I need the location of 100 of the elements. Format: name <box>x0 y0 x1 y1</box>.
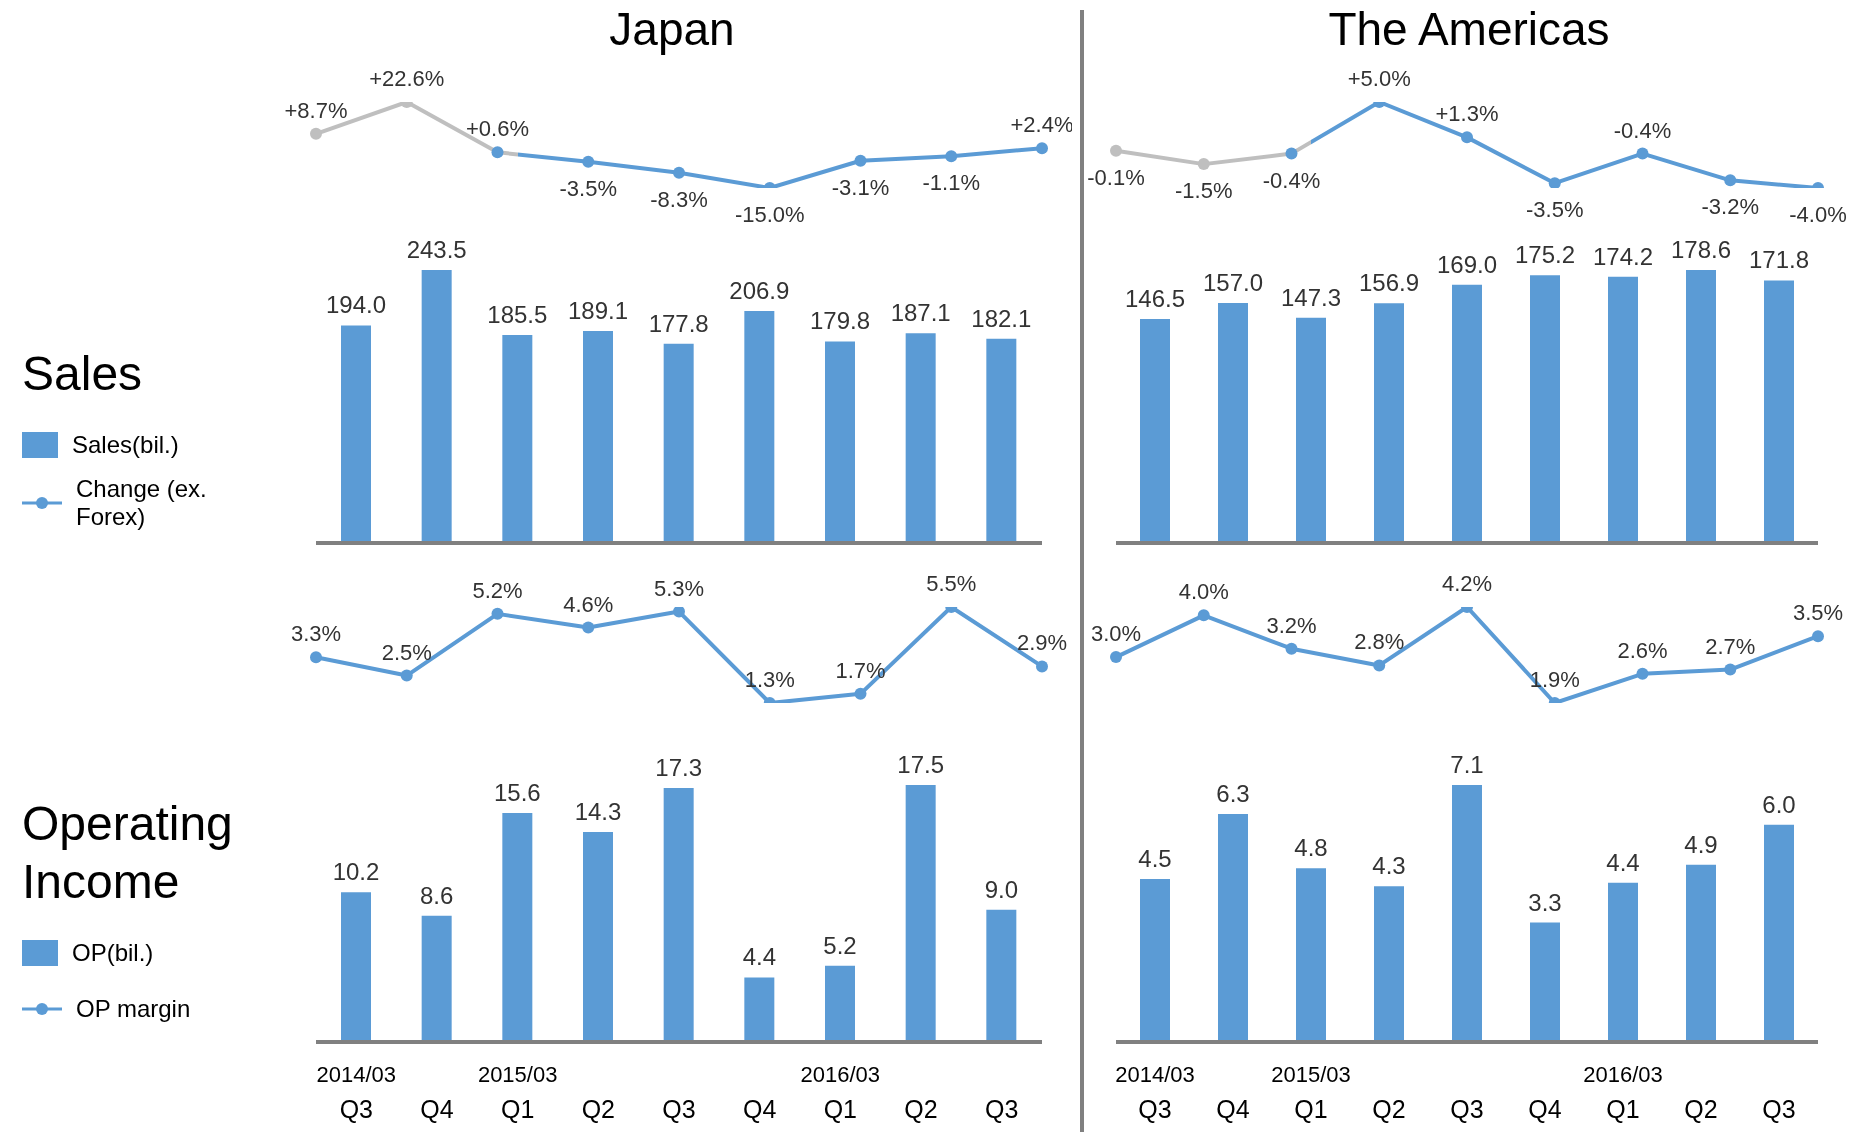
x-tick-label: Q3 <box>1450 1095 1484 1123</box>
data-label: -15.0% <box>734 202 805 227</box>
legend-label: OP margin <box>76 995 192 1023</box>
bar <box>1374 886 1404 1042</box>
data-label: -8.3% <box>650 186 708 212</box>
data-label: 3.3% <box>290 621 342 647</box>
point <box>1197 158 1210 171</box>
bar <box>1686 864 1716 1042</box>
chart-title: Japan <box>608 2 736 56</box>
data-label: 187.1 <box>890 299 951 327</box>
bar <box>986 909 1017 1042</box>
bar <box>1530 922 1560 1042</box>
bar <box>341 325 371 543</box>
bar <box>1764 280 1794 543</box>
point <box>673 607 685 618</box>
data-label: 6.3 <box>1216 779 1250 807</box>
point <box>1724 663 1737 676</box>
bar <box>1218 303 1248 543</box>
bar <box>986 338 1017 543</box>
point <box>582 621 595 634</box>
data-label: 174.2 <box>1592 242 1654 270</box>
data-label: 171.8 <box>1748 246 1810 274</box>
point <box>491 146 504 159</box>
data-label: 15.6 <box>493 778 541 806</box>
point <box>854 154 867 167</box>
point <box>1724 174 1737 187</box>
data-label: 146.5 <box>1124 285 1186 313</box>
data-label: 175.2 <box>1514 241 1576 269</box>
data-label: 4.4 <box>742 943 777 971</box>
x-tick-label: Q2 <box>1372 1095 1406 1123</box>
data-label: -4.0% <box>1789 202 1847 227</box>
data-label: 147.3 <box>1280 283 1342 311</box>
data-label: 189.1 <box>567 296 629 324</box>
data-label: 8.6 <box>419 881 454 909</box>
data-label: 6.0 <box>1762 790 1796 818</box>
x-tick-label: 2014/03 Q3 <box>1115 1062 1195 1123</box>
x-tick-label: Q3 <box>984 1095 1019 1123</box>
x-tick-label: 2016/03 Q1 <box>1583 1062 1663 1123</box>
data-label: 4.5 <box>1138 845 1172 873</box>
bar <box>502 335 533 543</box>
legend-label: Change (ex. Forex) <box>76 475 208 531</box>
x-tick-label: Q2 <box>1684 1095 1718 1123</box>
bar <box>1296 317 1326 543</box>
data-label: 4.9 <box>1684 830 1718 858</box>
data-label: 179.8 <box>809 307 871 335</box>
data-label: -1.5% <box>1175 178 1233 204</box>
bar <box>1140 879 1170 1042</box>
data-label: 5.2% <box>472 577 523 603</box>
bar <box>1608 882 1638 1042</box>
data-label: 3.0% <box>1090 621 1142 647</box>
x-tick-label: 2014/03 Q3 <box>316 1062 397 1123</box>
x-tick-label: Q2 <box>581 1095 616 1123</box>
data-label: 2.8% <box>1354 629 1405 655</box>
bar <box>421 915 452 1042</box>
data-label: 4.2% <box>1441 571 1493 596</box>
data-label: 4.6% <box>563 591 614 617</box>
bar <box>1452 785 1482 1042</box>
data-label: 169.0 <box>1436 250 1498 278</box>
y-axis-title: Operating Income <box>22 796 234 910</box>
point <box>1548 177 1561 188</box>
data-label: 206.9 <box>729 277 790 305</box>
bar <box>905 333 936 543</box>
data-label: -0.4% <box>1613 117 1672 143</box>
point <box>1285 147 1298 160</box>
data-label: 9.0 <box>984 875 1019 903</box>
data-label: 5.2 <box>823 931 857 959</box>
data-label: -0.1% <box>1087 164 1145 190</box>
data-label: 178.6 <box>1670 236 1732 263</box>
point <box>1110 144 1122 157</box>
point <box>1285 642 1298 655</box>
point <box>1812 630 1824 643</box>
point <box>400 669 413 682</box>
x-tick-label: Q2 <box>904 1095 938 1123</box>
data-label: 5.5% <box>926 571 977 596</box>
point <box>673 166 685 179</box>
bar <box>744 311 775 543</box>
data-label: -3.1% <box>831 174 890 200</box>
bar <box>1296 868 1326 1042</box>
point <box>1110 651 1122 664</box>
data-label: -1.1% <box>922 170 980 196</box>
data-label: +0.6% <box>466 116 529 142</box>
bar <box>1452 284 1482 543</box>
bar <box>663 787 694 1042</box>
point <box>310 127 322 140</box>
data-label: +22.6% <box>369 66 445 91</box>
data-label: 157.0 <box>1202 269 1264 297</box>
data-label: 5.3% <box>653 575 705 601</box>
data-label: 243.5 <box>406 236 467 263</box>
y-axis-title: Sales <box>22 346 144 402</box>
bar <box>1686 270 1716 543</box>
data-label: 3.3 <box>1528 888 1562 916</box>
point <box>1373 659 1386 672</box>
point <box>491 607 504 620</box>
data-label: +2.4% <box>1010 112 1074 138</box>
data-label: 4.8 <box>1294 834 1328 862</box>
bar <box>1608 276 1638 543</box>
point <box>1461 131 1473 144</box>
data-label: -3.2% <box>1701 194 1759 220</box>
point <box>582 155 595 168</box>
data-label: 4.3 <box>1372 852 1406 880</box>
